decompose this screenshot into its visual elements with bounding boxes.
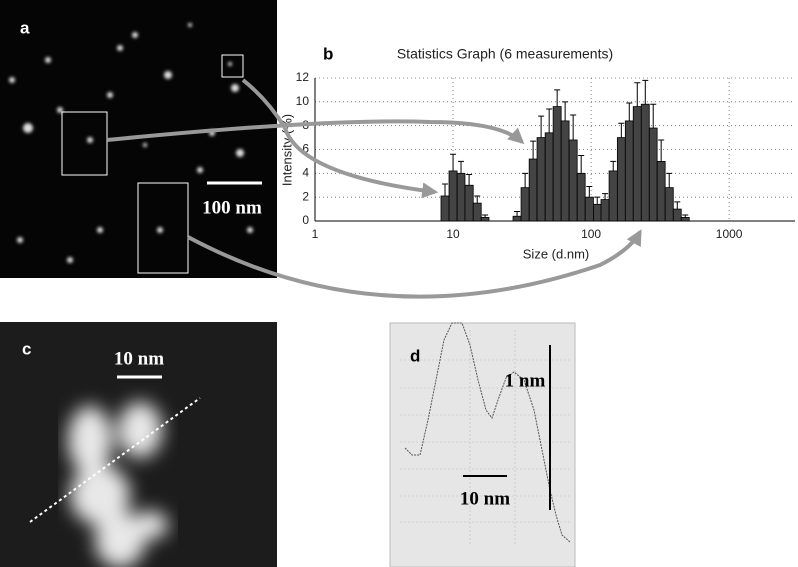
error-bar [450, 153, 457, 171]
error-bar [586, 185, 593, 198]
x-tick-label: 10 [446, 227, 460, 241]
y-axis-label: Intensity (%) [279, 114, 294, 186]
bar [536, 137, 546, 222]
error-bar [642, 79, 649, 105]
error-bar [610, 160, 617, 171]
bar [632, 106, 642, 222]
x-axis-label: Size (d.nm) [523, 246, 589, 261]
bar [456, 172, 466, 222]
error-bar [602, 193, 609, 200]
bar [600, 199, 610, 222]
y-tick-label: 10 [296, 94, 310, 108]
arrow [106, 119, 525, 145]
bar [648, 127, 658, 222]
scale-label: 1 nm [505, 370, 546, 391]
error-bar [562, 101, 569, 121]
y-tick-label: 6 [302, 142, 309, 156]
bar [528, 158, 538, 222]
profile-grid [400, 330, 570, 545]
panel-b: b Statistics Graph (6 measurements) Size… [279, 44, 795, 261]
error-bar [530, 140, 537, 160]
bar [640, 103, 650, 222]
panel-c: 10 nm c [0, 322, 277, 567]
error-bar [466, 174, 473, 186]
error-bar [594, 196, 601, 205]
chart-title: Statistics Graph (6 measurements) [397, 46, 613, 62]
panel-label: a [20, 18, 30, 37]
bar [472, 202, 482, 222]
inset-box [221, 54, 244, 78]
error-bar [626, 102, 633, 121]
error-bar [554, 89, 561, 107]
arrows [106, 78, 642, 299]
error-bar [682, 214, 689, 218]
bar [552, 106, 562, 222]
error-bar [650, 103, 657, 129]
error-bar [482, 214, 489, 218]
bar [568, 139, 578, 222]
panel-d: 1 nm 10 nm d [389, 322, 576, 567]
inset-box [61, 111, 108, 176]
error-bar [666, 172, 673, 188]
scale-label: 10 nm [114, 348, 164, 369]
error-bar [474, 195, 481, 204]
bar [664, 187, 674, 222]
arrow [241, 78, 287, 130]
y-tick-label: 0 [302, 213, 309, 227]
error-bar [570, 114, 577, 140]
molecule [68, 402, 168, 567]
panel-a: 100 nm a [0, 0, 277, 278]
panel-label: d [410, 346, 420, 365]
bar [512, 215, 522, 222]
bar [464, 184, 474, 222]
x-tick-label: 1 [312, 227, 319, 241]
bar [608, 170, 618, 222]
bar [624, 120, 634, 222]
error-bar [442, 183, 449, 196]
particles [9, 23, 253, 263]
arrow [187, 229, 642, 299]
bar [560, 120, 570, 222]
y-tick-label: 12 [296, 70, 310, 84]
bar [544, 132, 554, 222]
arrow [283, 127, 439, 199]
bar [672, 208, 682, 222]
bar [680, 217, 690, 222]
profile-line [29, 397, 201, 523]
bar [584, 196, 594, 222]
x-tick-label: 100 [581, 227, 601, 241]
bar [616, 137, 626, 222]
error-bar [546, 108, 553, 133]
bar [656, 161, 666, 222]
bar [480, 217, 490, 222]
x-tick-label: 1000 [716, 227, 743, 241]
bar [440, 195, 450, 222]
y-tick-label: 2 [302, 189, 309, 203]
inset-box [137, 182, 189, 274]
error-bar [458, 160, 465, 174]
profile-curve [404, 322, 571, 543]
bar [593, 203, 602, 222]
error-bar [578, 154, 585, 174]
error-bar [618, 122, 625, 138]
error-bar [514, 210, 521, 217]
error-bar [522, 172, 529, 188]
y-tick-label: 4 [302, 166, 309, 180]
panel-label: c [22, 339, 31, 358]
bar [520, 187, 530, 222]
error-bar [674, 201, 681, 210]
scale-label: 10 nm [460, 488, 510, 509]
bar [576, 172, 586, 222]
profile-plot [389, 322, 576, 567]
scale-label: 100 nm [202, 197, 262, 218]
panel-label: b [323, 44, 333, 63]
error-bar [538, 115, 545, 138]
error-bar [658, 139, 665, 162]
bar [448, 170, 458, 222]
error-bar [634, 82, 641, 107]
